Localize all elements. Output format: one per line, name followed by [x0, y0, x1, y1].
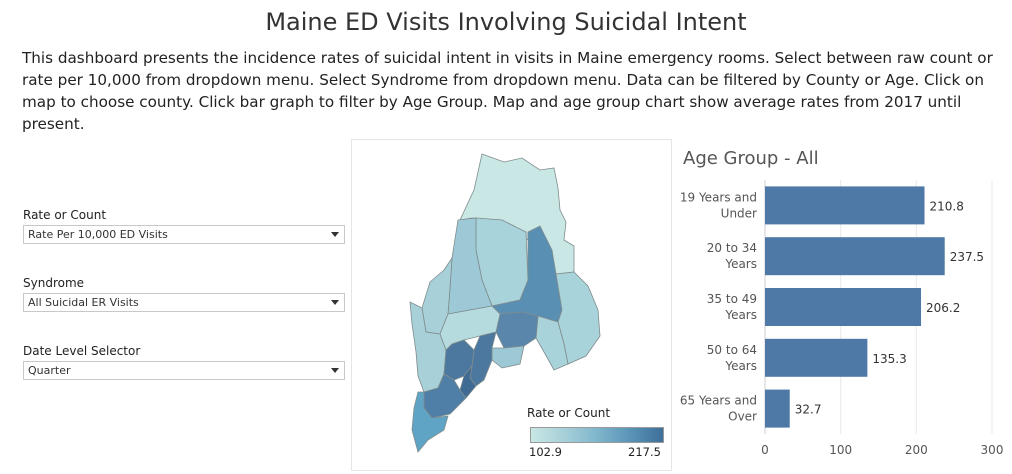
category-label: Years — [724, 359, 757, 373]
age-chart-title: Age Group - All — [683, 148, 819, 169]
age-bar[interactable] — [765, 237, 945, 276]
category-label: Years — [724, 308, 757, 322]
legend-color-scale — [530, 427, 664, 443]
chevron-down-icon — [331, 300, 339, 305]
chevron-down-icon — [331, 368, 339, 373]
rate-or-count-value: Rate Per 10,000 ED Visits — [28, 228, 168, 241]
county-waldo[interactable] — [495, 311, 539, 349]
age-bar[interactable] — [765, 186, 925, 225]
category-label: 20 to 34 — [707, 241, 757, 255]
county-knox[interactable] — [491, 345, 525, 369]
syndrome-dropdown[interactable]: All Suicidal ER Visits — [23, 293, 345, 312]
bar-value-label: 237.5 — [950, 250, 984, 264]
map-svg — [409, 153, 601, 453]
age-group-bar-chart: 0 100 200 300 210.8 19 Years and Under 237.5 20 … — [680, 180, 1004, 457]
category-label: 19 Years and — [680, 190, 757, 204]
x-tick-label: 100 — [829, 443, 852, 457]
rate-or-count-dropdown[interactable]: Rate Per 10,000 ED Visits — [23, 225, 345, 244]
x-tick-label: 0 — [761, 443, 769, 457]
chevron-down-icon — [331, 232, 339, 237]
county-hancock[interactable] — [535, 315, 569, 371]
age-bar[interactable] — [765, 389, 790, 428]
age-bar[interactable] — [765, 288, 922, 326]
syndrome-value: All Suicidal ER Visits — [28, 296, 139, 309]
county-york[interactable] — [411, 391, 449, 453]
date-level-label: Date Level Selector — [23, 344, 141, 358]
bar-value-label: 135.3 — [872, 352, 906, 366]
date-level-dropdown[interactable]: Quarter — [23, 361, 345, 380]
bar-value-label: 32.7 — [795, 403, 822, 417]
date-level-value: Quarter — [28, 364, 71, 377]
county-washington[interactable] — [555, 271, 601, 365]
bar-value-label: 210.8 — [930, 199, 964, 213]
category-label: Under — [721, 206, 757, 220]
bar-value-label: 206.2 — [926, 301, 960, 315]
legend-title: Rate or Count — [527, 406, 611, 420]
legend-max-value: 217.5 — [628, 445, 661, 459]
dashboard-description: This dashboard presents the incidence ra… — [22, 49, 993, 133]
category-label: 35 to 49 — [707, 292, 757, 306]
syndrome-label: Syndrome — [23, 276, 85, 290]
legend-min-value: 102.9 — [529, 445, 562, 459]
rate-or-count-label: Rate or Count — [23, 208, 107, 222]
category-label: 65 Years and — [680, 394, 757, 408]
x-tick-label: 300 — [981, 443, 1004, 457]
category-label: Over — [728, 410, 757, 424]
age-bar[interactable] — [765, 338, 868, 377]
maine-county-map: Rate or Count 102.9 217.5 — [351, 139, 672, 471]
dashboard-title: Maine ED Visits Involving Suicidal Inten… — [265, 8, 747, 36]
x-tick-label: 200 — [905, 443, 928, 457]
county-lincoln[interactable] — [469, 331, 497, 387]
category-label: Years — [724, 257, 757, 271]
category-label: 50 to 64 — [707, 343, 757, 357]
